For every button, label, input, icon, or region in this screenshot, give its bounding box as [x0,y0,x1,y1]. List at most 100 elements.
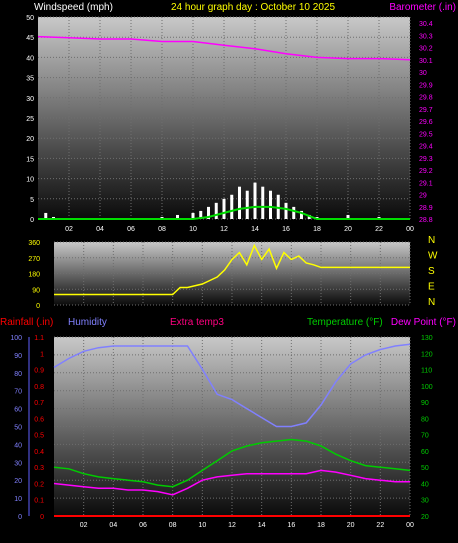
temp-x-tick-label: 16 [287,522,295,529]
barometer-line [37,35,411,61]
wind-x-tick-label: 04 [96,226,104,233]
wind-y-tick-label: 0 [30,217,34,224]
rain-y-tick-label: 1 [40,351,44,358]
barometer-y-tick-label: 30 [419,70,427,77]
windspeed-axis-label: Windspeed (mph) [34,2,113,13]
rainfall-axis-label: Rainfall (.in) [0,317,53,328]
wind-panel-ticks: 0 5 10 15 20 25 30 35 40 45 50 28.8 28.9 29 29.1 29.2 29… [26,15,433,233]
temp-y-tick-label: 60 [421,449,429,456]
humidity-y-tick-label: 70 [14,389,22,396]
extratemp-label: Extra temp3 [170,317,224,328]
humidity-y-tick-label: 90 [14,353,22,360]
compass-label: S [428,266,435,277]
wind-x-tick-label: 20 [344,226,352,233]
wind-average-line [38,205,410,220]
wind-panel-series [37,35,411,220]
wind-x-tick-label: 10 [189,226,197,233]
temp-x-tick-label: 18 [317,522,325,529]
wind-x-tick-label: 22 [375,226,383,233]
humidity-axis-label: Humidity [68,317,107,328]
direction-y-tick-label: 270 [28,256,40,263]
wind-y-tick-label: 5 [30,197,34,204]
rain-y-tick-label: 1.1 [34,335,44,342]
wind-y-tick-label: 35 [26,76,34,83]
humidity-y-tick-label: 80 [14,371,22,378]
rain-y-tick-label: 0 [40,514,44,521]
barometer-y-tick-label: 30.3 [419,33,433,40]
rain-y-tick-label: 0.1 [34,498,44,505]
barometer-y-tick-label: 29.3 [419,156,433,163]
wind-y-tick-label: 45 [26,35,34,42]
rain-y-tick-label: 0.9 [34,368,44,375]
compass-label: N [428,235,435,246]
humidity-y-tick-label: 40 [14,442,22,449]
temp-x-tick-label: 22 [376,522,384,529]
wind-x-tick-label: 00 [406,226,414,233]
temp-y-tick-label: 90 [421,400,429,407]
wind-x-tick-label: 08 [158,226,166,233]
direction-y-tick-label: 360 [28,240,40,247]
rain-y-tick-label: 0.4 [34,449,44,456]
barometer-y-tick-label: 29.4 [419,144,433,151]
rain-y-tick-label: 0.6 [34,416,44,423]
direction-y-tick-label: 90 [32,287,40,294]
barometer-y-tick-label: 29 [419,193,427,200]
wind-y-tick-label: 50 [26,15,34,22]
wind-y-tick-label: 25 [26,116,34,123]
wind-x-tick-label: 02 [65,226,73,233]
rain-y-tick-label: 0.2 [34,481,44,488]
wind-x-tick-label: 16 [282,226,290,233]
barometer-y-tick-label: 29.9 [419,82,433,89]
humidity-y-tick-label: 10 [14,496,22,503]
barometer-y-tick-label: 30.4 [419,21,433,28]
temp-x-tick-label: 04 [109,522,117,529]
compass-label: W [428,251,438,262]
temperature-line [53,438,411,488]
rain-y-tick-label: 0.3 [34,465,44,472]
compass-label: E [428,282,435,293]
barometer-y-tick-label: 29.5 [419,131,433,138]
barometer-y-tick-label: 28.9 [419,205,433,212]
humidity-y-tick-label: 20 [14,478,22,485]
barometer-y-tick-label: 29.1 [419,180,433,187]
barometer-y-tick-label: 30.2 [419,46,433,53]
barometer-y-tick-label: 28.8 [419,217,433,224]
temp-x-tick-label: 06 [139,522,147,529]
temp-y-tick-label: 80 [421,416,429,423]
temperature-panel-series [53,343,411,517]
wind-y-tick-label: 40 [26,55,34,62]
humidity-y-tick-label: 60 [14,407,22,414]
rain-y-tick-label: 0.7 [34,400,44,407]
temp-x-tick-label: 14 [258,522,266,529]
wind-x-tick-label: 06 [127,226,135,233]
humidity-y-tick-label: 100 [10,335,22,342]
barometer-axis-label: Barometer (.in) [389,2,456,13]
wind-y-tick-label: 30 [26,96,34,103]
wind-x-tick-label: 12 [220,226,228,233]
dewpoint-axis-label: Dew Point (°F) [391,317,456,328]
temperature-axis-label: Temperature (°F) [307,317,383,328]
humidity-y-tick-label: 30 [14,460,22,467]
humidity-line [53,343,411,428]
wind-y-tick-label: 20 [26,136,34,143]
direction-panel-series [54,243,410,296]
temp-y-tick-label: 120 [421,351,433,358]
temp-x-tick-label: 10 [198,522,206,529]
humidity-y-tick-label: 50 [14,425,22,432]
direction-y-tick-label: 180 [28,272,40,279]
temp-y-tick-label: 130 [421,335,433,342]
temp-y-tick-label: 40 [421,481,429,488]
direction-y-tick-label: 0 [36,303,40,310]
wind-direction-line [54,243,410,296]
chart-title: 24 hour graph day : October 10 2025 [171,2,335,13]
temp-x-tick-label: 08 [169,522,177,529]
barometer-y-tick-label: 30.1 [419,58,433,65]
rain-y-tick-label: 0.8 [34,384,44,391]
barometer-y-tick-label: 29.8 [419,95,433,102]
wind-y-tick-label: 10 [26,177,34,184]
wind-x-tick-label: 14 [251,226,259,233]
dewpoint-line [53,469,410,496]
humidity-y-tick-label: 0 [18,514,22,521]
